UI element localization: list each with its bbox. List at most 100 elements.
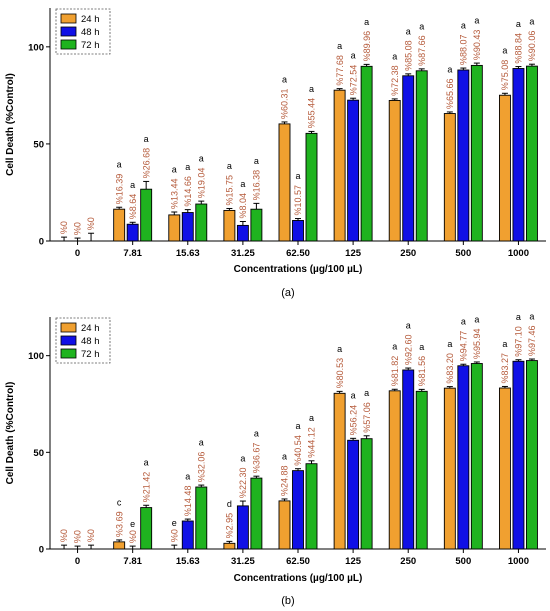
bar-value-label: %0 <box>59 529 69 542</box>
bar-value-label: %65.66 <box>445 78 455 109</box>
x-tick-label: 0 <box>75 556 80 567</box>
bar-value-label: %56.24 <box>348 405 358 436</box>
bar-value-label: %77.68 <box>335 55 345 86</box>
significance-letter: a <box>516 312 521 322</box>
x-tick-label: 31.25 <box>231 556 255 567</box>
bar-value-label: %90.43 <box>472 30 482 61</box>
bar <box>457 69 470 242</box>
x-tick-label: 31.25 <box>231 248 255 259</box>
y-axis-title: Cell Death (%Control) <box>5 73 16 176</box>
legend-label: 48 h <box>81 27 100 38</box>
significance-letter: a <box>240 179 245 189</box>
bar-value-label: %92.60 <box>403 335 413 366</box>
bar <box>195 486 208 550</box>
legend-label: 72 h <box>81 349 100 360</box>
bar-value-label: %57.06 <box>362 402 372 433</box>
bar-value-label: %97.10 <box>514 326 524 357</box>
bar-value-label: %0 <box>128 530 138 543</box>
bar-value-label: %90.06 <box>527 31 537 62</box>
legend-swatch <box>60 13 77 24</box>
bar-value-label: %8.64 <box>128 194 138 220</box>
bar-value-label: %89.96 <box>362 31 372 62</box>
significance-letter: a <box>254 429 259 439</box>
y-tick-label: 100 <box>28 42 44 53</box>
legend-swatch <box>60 348 77 359</box>
bar <box>347 99 360 242</box>
panel-label: (b) <box>281 595 294 607</box>
significance-letter: a <box>364 17 369 27</box>
significance-letter: a <box>406 320 411 330</box>
bar <box>470 64 483 242</box>
bar <box>443 113 456 242</box>
significance-letter: e <box>130 519 135 529</box>
bar <box>236 224 249 242</box>
x-tick-label: 250 <box>400 556 416 567</box>
chart-panel-b: 0 50 100 Cell Death (%Control) Concentration… <box>5 311 546 607</box>
x-tick-label: 500 <box>455 556 471 567</box>
bar-value-label: %0 <box>86 217 96 230</box>
bar <box>223 209 236 242</box>
x-tick-label: 15.63 <box>176 248 200 259</box>
bar <box>388 100 401 242</box>
bar-value-label: %72.54 <box>348 65 358 96</box>
bar <box>250 208 263 242</box>
bar <box>305 463 318 550</box>
bar <box>347 439 360 550</box>
significance-letter: a <box>337 344 342 354</box>
x-tick-label: 7.81 <box>123 556 142 567</box>
legend-swatch <box>60 322 77 333</box>
bar-value-label: %16.39 <box>114 174 124 205</box>
bar-value-label: %22.30 <box>238 468 248 499</box>
bar-value-label: %36.67 <box>252 443 262 474</box>
bar-value-label: %55.44 <box>307 98 317 129</box>
bar <box>402 369 415 550</box>
bar-value-label: %40.54 <box>293 435 303 466</box>
bar-value-label: %83.27 <box>500 353 510 384</box>
significance-letter: a <box>351 51 356 61</box>
bar-value-label: %3.69 <box>114 511 124 537</box>
significance-letter: a <box>461 20 466 30</box>
bar <box>305 132 318 242</box>
bar <box>443 387 456 550</box>
bar-value-label: %2.95 <box>225 513 235 539</box>
significance-letter: a <box>529 17 534 27</box>
significance-letter: a <box>461 317 466 327</box>
bar-value-label: %87.66 <box>417 35 427 66</box>
bar-value-label: %88.07 <box>459 35 469 66</box>
significance-letter: a <box>502 46 507 56</box>
bar <box>333 392 346 550</box>
bar-value-label: %16.38 <box>252 170 262 201</box>
x-axis-title: Concentrations (µg/100 µL) <box>234 573 363 584</box>
bar-value-label: %14.48 <box>183 486 193 517</box>
significance-letter: a <box>447 64 452 74</box>
significance-letter: a <box>254 156 259 166</box>
bar <box>498 387 511 550</box>
bar <box>388 390 401 550</box>
bar <box>360 65 373 242</box>
bar <box>292 220 304 242</box>
significance-letter: a <box>406 26 411 36</box>
significance-letter: c <box>117 497 122 507</box>
bar <box>415 390 428 550</box>
y-axis-title: Cell Death (%Control) <box>5 382 16 485</box>
significance-letter: a <box>337 41 342 51</box>
significance-letter: d <box>227 499 232 509</box>
bar <box>512 68 525 242</box>
legend: 24 h 48 h 72 h <box>55 317 111 364</box>
bar-value-label: %80.53 <box>335 358 345 389</box>
bar <box>457 365 470 550</box>
bar-value-label: %60.31 <box>280 88 290 119</box>
x-tick-label: 125 <box>345 248 362 259</box>
significance-letter: a <box>447 339 452 349</box>
significance-letter: e <box>172 518 177 528</box>
legend-label: 24 h <box>81 323 100 334</box>
significance-letter: a <box>419 21 424 31</box>
significance-letter: a <box>185 471 190 481</box>
bar <box>278 123 291 242</box>
bar <box>512 360 525 550</box>
significance-letter: a <box>309 84 314 94</box>
y-tick-label: 50 <box>33 448 44 459</box>
bar <box>415 70 428 242</box>
significance-letter: a <box>392 51 397 61</box>
